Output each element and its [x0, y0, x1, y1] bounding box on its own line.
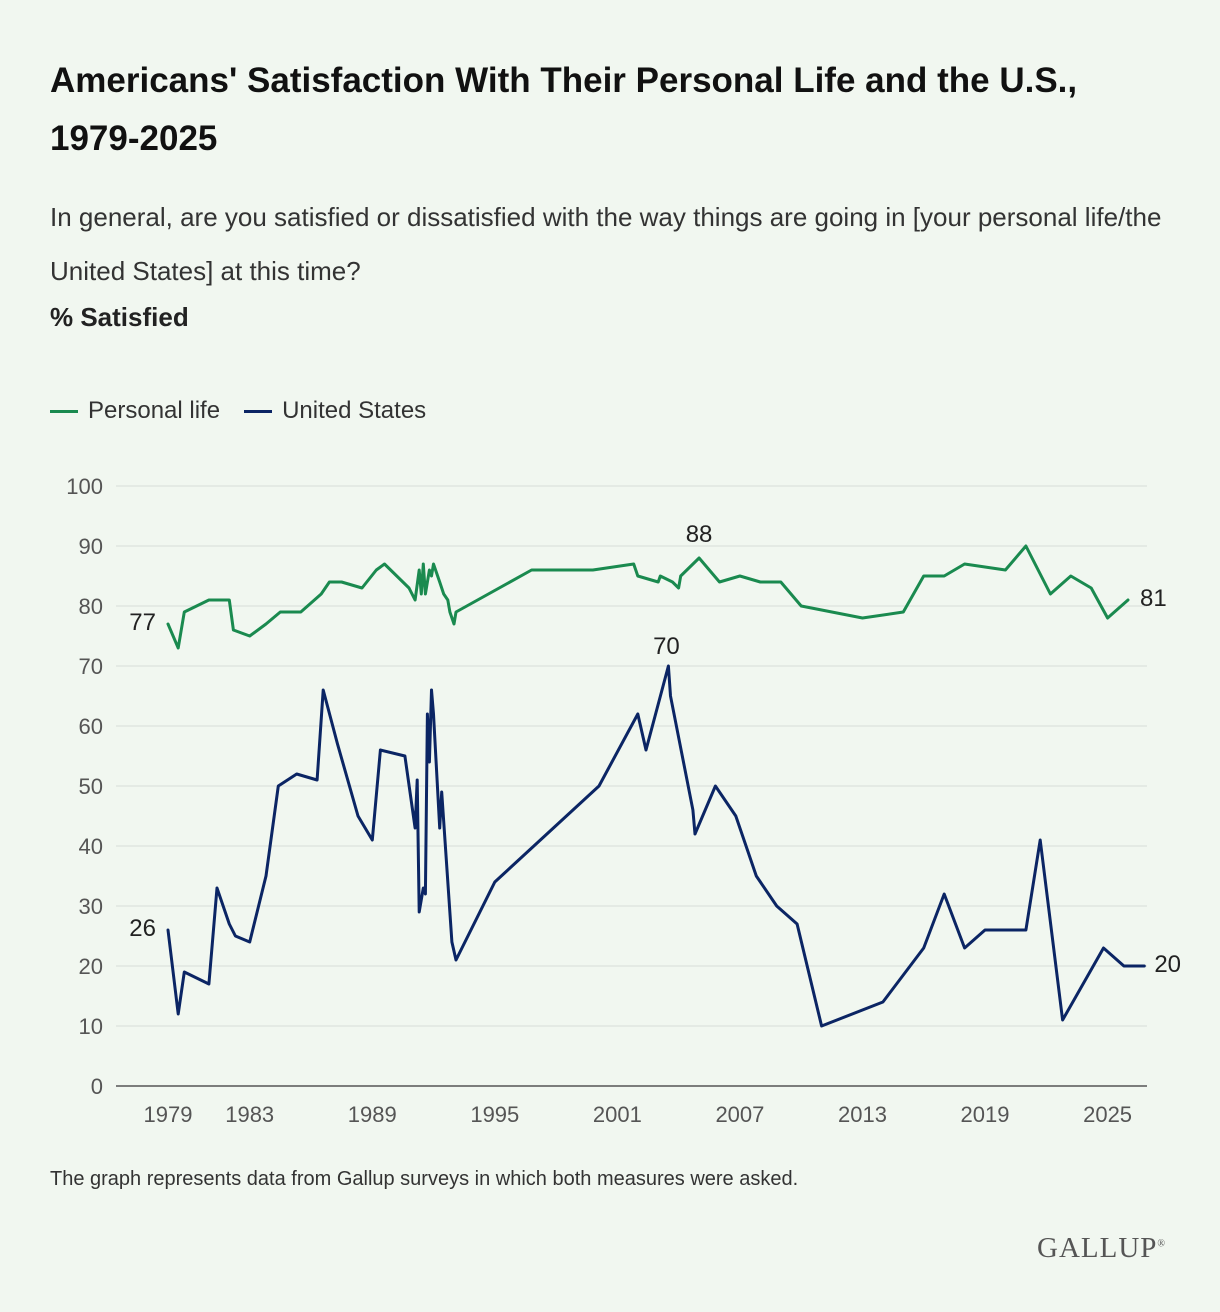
series-line-personal-life [166, 544, 1130, 650]
y-tick-label-50: 50 [79, 774, 103, 799]
series-line-united-states [166, 664, 1146, 1028]
legend-swatch-personal-life [50, 409, 78, 413]
x-tick-label-1983: 1983 [225, 1102, 274, 1127]
legend-item-personal-life: Personal life [50, 397, 220, 425]
data-label-personal-life-81: 81 [1140, 585, 1167, 612]
x-tick-label-2013: 2013 [838, 1102, 887, 1127]
y-tick-label-90: 90 [79, 534, 103, 559]
x-tick-label-2019: 2019 [961, 1102, 1010, 1127]
data-label-personal-life-88: 88 [686, 521, 713, 548]
footnote: The graph represents data from Gallup su… [50, 1168, 799, 1190]
data-label-personal-life-77: 77 [129, 609, 156, 636]
y-tick-label-20: 20 [79, 954, 103, 979]
legend-item-united-states: United States [244, 397, 426, 425]
measure-label: % Satisfied [50, 302, 189, 332]
y-tick-label-80: 80 [79, 594, 103, 619]
y-tick-label-10: 10 [79, 1014, 103, 1039]
line-chart: 0 10 20 30 40 50 60 70 80 90 100 1979 1983 1989 1995 20… [66, 474, 1181, 1127]
y-tick-label-60: 60 [79, 714, 103, 739]
y-tick-label-70: 70 [79, 654, 103, 679]
legend-label-united-states: United States [282, 397, 427, 424]
x-tick-label-1995: 1995 [470, 1102, 519, 1127]
x-tick-label-1989: 1989 [348, 1102, 397, 1127]
data-label-united-states-26: 26 [129, 915, 156, 942]
legend: Personal life United States [50, 396, 450, 426]
chart-subtitle: In general, are you satisfied or dissati… [50, 202, 1162, 286]
x-tick-label-2001: 2001 [593, 1102, 642, 1127]
gallup-logo: GALLUP® [1037, 1232, 1166, 1264]
x-tick-label-2007: 2007 [715, 1102, 764, 1127]
y-tick-label-100: 100 [66, 474, 103, 499]
y-tick-label-0: 0 [91, 1074, 103, 1099]
x-tick-label-2025: 2025 [1083, 1102, 1132, 1127]
data-label-united-states-70: 70 [653, 633, 680, 660]
chart-title: Americans' Satisfaction With Their Perso… [50, 61, 1078, 158]
legend-label-personal-life: Personal life [88, 397, 221, 424]
y-tick-label-30: 30 [79, 894, 103, 919]
y-tick-label-40: 40 [79, 834, 103, 859]
x-tick-label-1979: 1979 [144, 1102, 193, 1127]
legend-swatch-united-states [244, 409, 273, 413]
data-label-united-states-20: 20 [1154, 951, 1181, 978]
